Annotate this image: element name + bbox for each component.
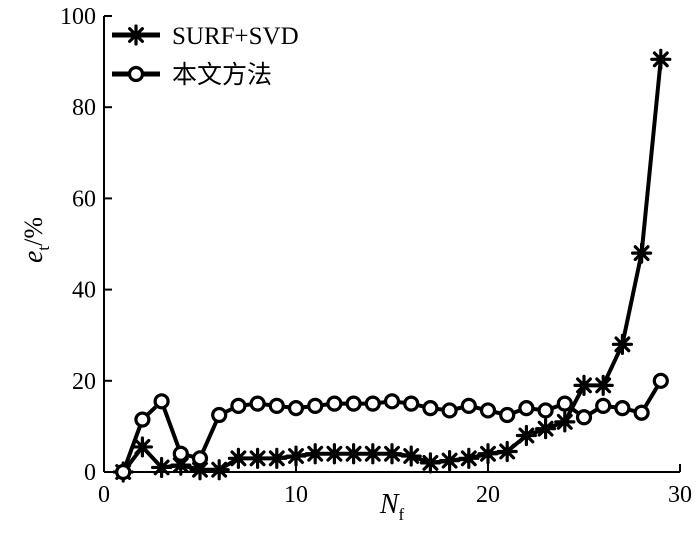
data-point-proposed-method <box>460 397 477 414</box>
x-axis-label-sub: f <box>399 505 405 524</box>
data-point-surf-svd <box>304 443 326 465</box>
data-point-proposed-method <box>153 393 170 410</box>
data-point-surf-svd <box>419 452 441 474</box>
data-point-proposed-method <box>268 397 285 414</box>
data-point-proposed-method <box>326 395 343 412</box>
y-axis-label-main: e <box>18 251 49 263</box>
legend-item-proposed-method: 本文方法 <box>112 61 272 89</box>
data-point-surf-svd <box>323 443 345 465</box>
series-layer <box>112 48 672 483</box>
legend-label-proposed-method: 本文方法 <box>172 61 272 89</box>
legend-marker-surf-svd <box>125 24 147 46</box>
data-point-surf-svd <box>630 242 653 264</box>
x-axis-label-main: N <box>379 489 400 520</box>
data-point-surf-svd <box>266 447 288 469</box>
legend-item-surf-svd: SURF+SVD <box>112 23 299 50</box>
data-point-proposed-method <box>191 450 209 467</box>
data-point-surf-svd <box>477 443 499 465</box>
data-point-proposed-method <box>614 400 631 417</box>
series-surf-svd <box>112 48 672 483</box>
data-point-surf-svd <box>611 333 634 355</box>
legend-marker-proposed-method <box>127 65 145 83</box>
data-point-proposed-method <box>499 406 516 424</box>
data-point-surf-svd <box>247 447 269 469</box>
data-point-surf-svd <box>573 374 595 396</box>
data-point-proposed-method <box>403 395 420 412</box>
x-tick-label: 20 <box>476 482 500 508</box>
x-axis-label: Nf <box>379 489 405 524</box>
data-point-proposed-method <box>479 402 497 419</box>
legend-star-icon <box>125 24 147 46</box>
x-ticks: 0 10 20 30 <box>98 464 692 508</box>
data-point-proposed-method <box>422 400 439 417</box>
data-point-proposed-method <box>287 400 305 417</box>
data-point-proposed-method <box>307 397 324 414</box>
y-axis-label: et/% <box>18 217 53 263</box>
data-point-proposed-method <box>115 463 132 481</box>
data-point-surf-svd <box>208 459 230 481</box>
y-tick-label: 80 <box>72 95 96 121</box>
data-point-surf-svd <box>151 456 173 479</box>
data-point-surf-svd <box>439 450 461 472</box>
data-point-proposed-method <box>172 445 189 462</box>
legend-circle-icon <box>127 65 145 83</box>
data-point-surf-svd <box>650 48 672 70</box>
data-point-surf-svd <box>343 443 365 465</box>
data-point-proposed-method <box>518 400 535 417</box>
data-point-surf-svd <box>592 374 614 396</box>
y-tick-label: 60 <box>72 186 96 212</box>
data-point-proposed-method <box>383 393 401 410</box>
data-point-surf-svd <box>362 443 384 465</box>
data-point-surf-svd <box>458 447 480 469</box>
data-point-proposed-method <box>230 397 247 414</box>
data-point-proposed-method <box>633 404 650 421</box>
series-proposed-method <box>115 372 669 481</box>
data-point-proposed-method <box>595 397 612 414</box>
y-tick-label: 100 <box>60 4 96 30</box>
data-point-surf-svd <box>515 424 538 447</box>
y-tick-label: 0 <box>84 460 96 486</box>
data-point-proposed-method <box>211 406 228 424</box>
y-tick-label: 40 <box>72 278 96 304</box>
data-point-surf-svd <box>381 443 403 465</box>
data-point-surf-svd <box>534 418 557 440</box>
data-point-proposed-method <box>134 411 151 428</box>
data-point-proposed-method <box>441 402 458 419</box>
legend: SURF+SVD 本文方法 <box>112 23 299 89</box>
y-ticks: 0 20 40 60 80 100 <box>60 4 112 486</box>
data-point-proposed-method <box>556 395 573 412</box>
data-point-surf-svd <box>285 445 307 467</box>
data-point-surf-svd <box>400 445 422 467</box>
y-tick-label: 20 <box>72 369 96 395</box>
x-tick-label: 10 <box>284 482 308 508</box>
x-tick-label: 0 <box>98 482 110 508</box>
data-point-surf-svd <box>496 440 518 463</box>
y-axis-label-sub: t <box>34 246 53 251</box>
data-point-proposed-method <box>249 395 266 412</box>
data-point-proposed-method <box>575 409 593 426</box>
data-point-proposed-method <box>537 402 554 419</box>
data-point-surf-svd <box>227 447 249 469</box>
data-point-surf-svd <box>131 436 153 458</box>
data-point-proposed-method <box>345 395 362 412</box>
series-line-surf-svd <box>121 59 663 474</box>
data-point-proposed-method <box>364 395 381 412</box>
data-point-proposed-method <box>652 372 669 389</box>
legend-label-surf-svd: SURF+SVD <box>172 23 299 50</box>
x-tick-label: 30 <box>668 482 692 508</box>
data-point-surf-svd <box>554 411 576 433</box>
y-axis-label-suffix: /% <box>19 217 48 246</box>
